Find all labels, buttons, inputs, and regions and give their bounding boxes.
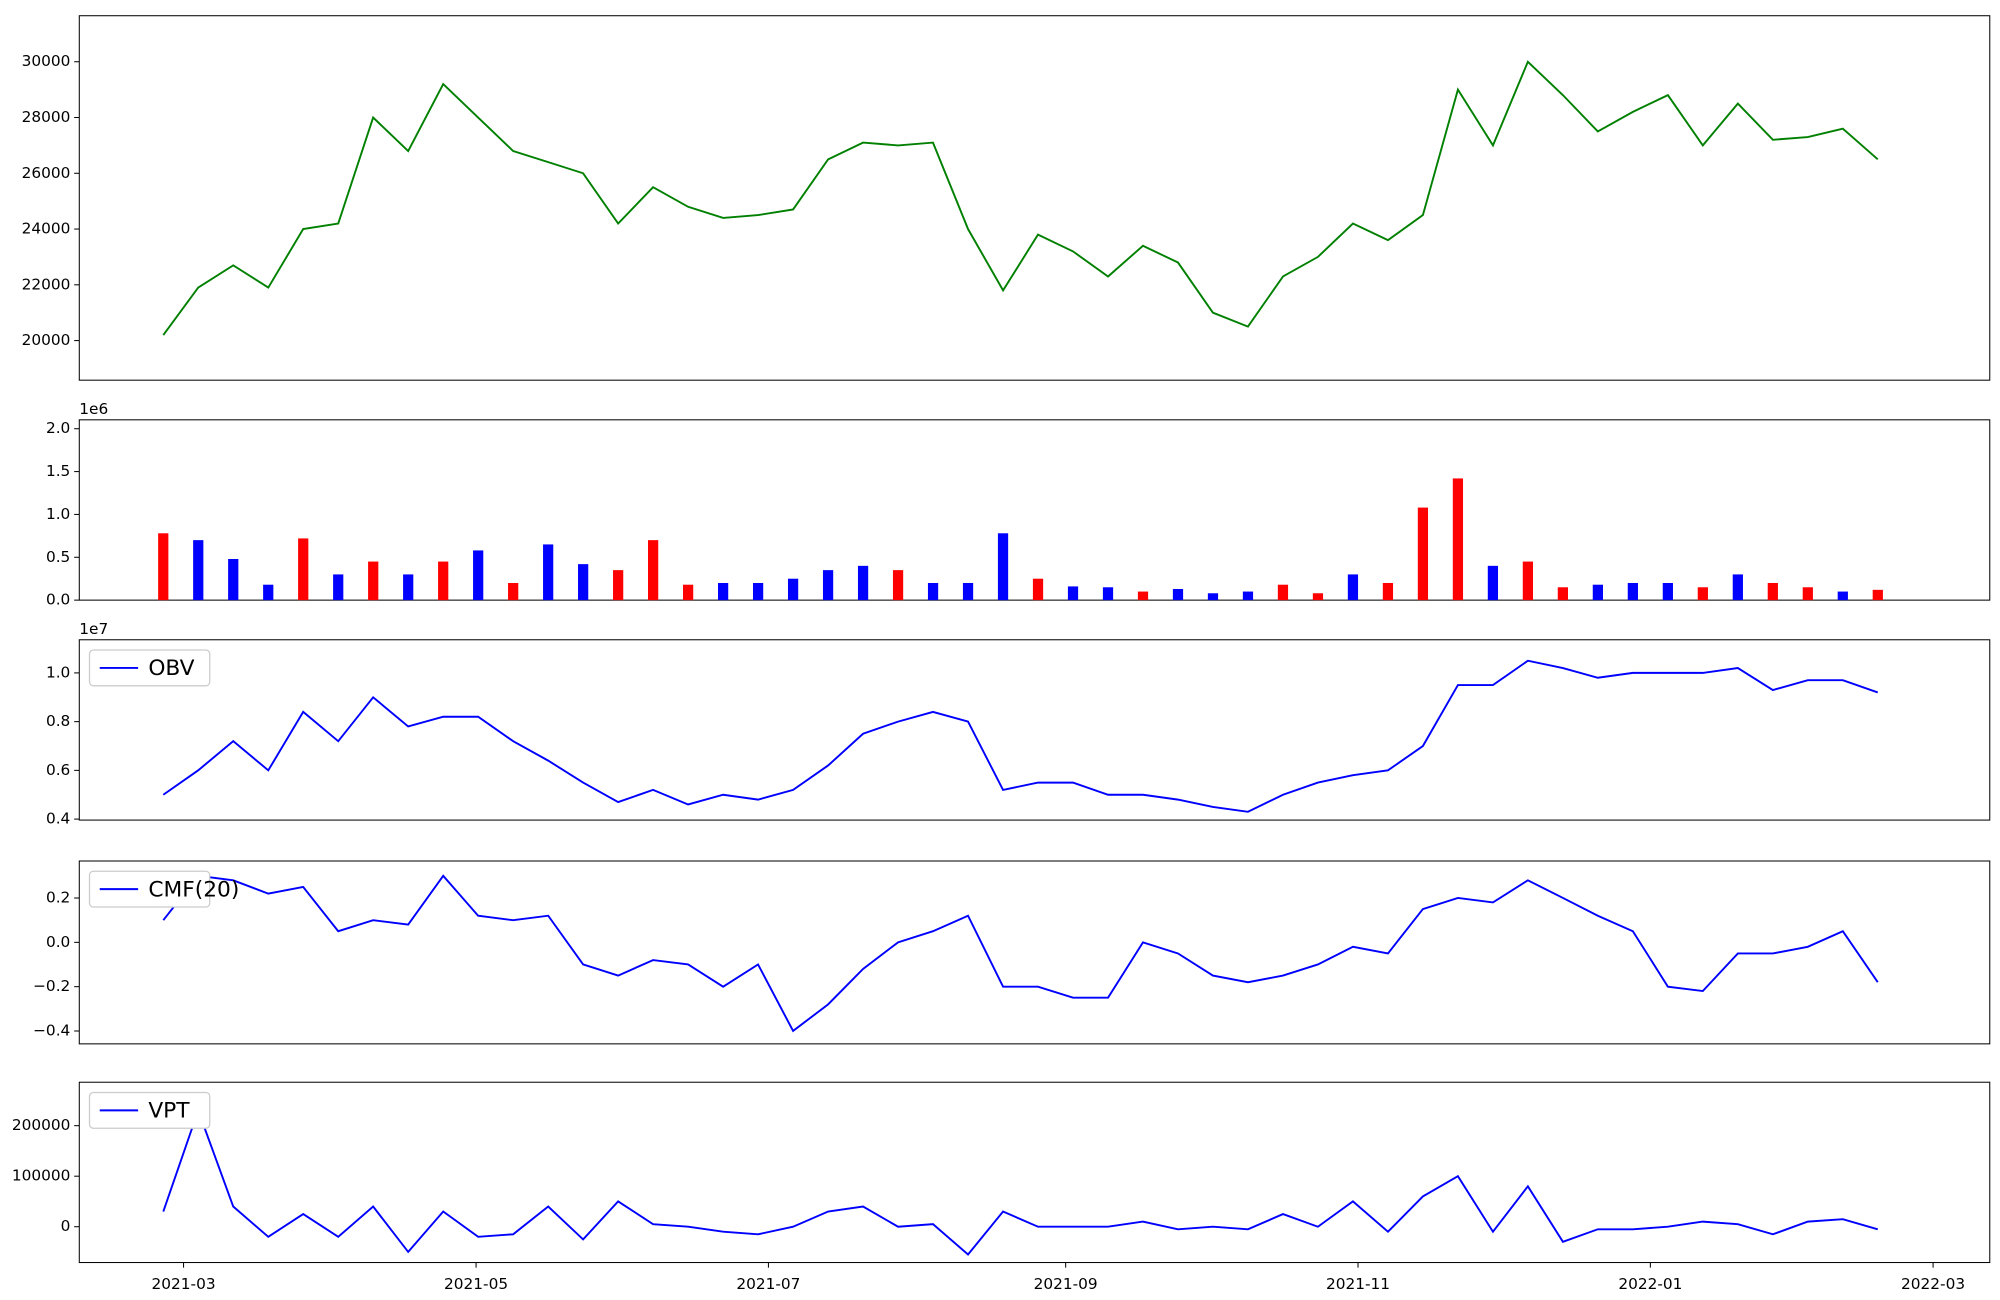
volume-bar — [578, 564, 589, 601]
y-tick-label: 28000 — [22, 108, 71, 126]
volume-bar — [438, 561, 449, 601]
volume-bar — [1102, 587, 1114, 601]
volume-bar — [1872, 589, 1883, 601]
y-tick-label: 200000 — [12, 1116, 71, 1134]
y-tick-label: 0.6 — [46, 761, 70, 779]
axes-frame — [78, 639, 1991, 821]
volume-bar — [1837, 591, 1848, 601]
axes-frame — [78, 15, 1991, 381]
y-tick-label: 24000 — [22, 220, 71, 238]
volume-bar — [1557, 587, 1568, 601]
legend-box — [88, 870, 211, 908]
volume-bar — [1067, 586, 1079, 601]
y-tick-label: 1.5 — [46, 462, 70, 480]
volume-bar — [1312, 593, 1324, 601]
y-tick-label: 0.2 — [46, 889, 70, 907]
volume-bar — [927, 582, 939, 601]
legend-label: OBV — [148, 656, 194, 681]
y-tick-label: 0.5 — [46, 548, 70, 566]
volume-bar — [1032, 578, 1044, 601]
axes-frame — [78, 419, 1991, 601]
volume-bar — [333, 574, 344, 601]
volume-bar — [1592, 584, 1603, 601]
volume-bar — [473, 550, 484, 601]
line-series — [162, 659, 1879, 813]
y-tick-label: 1.0 — [46, 663, 70, 681]
volume-bar — [158, 533, 169, 601]
volume-bar — [368, 561, 379, 601]
y-tick-label: 30000 — [22, 52, 71, 70]
volume-bar — [1417, 507, 1429, 601]
volume-bar — [1662, 582, 1673, 601]
line-series — [162, 1107, 1879, 1256]
volume-bar — [1452, 478, 1464, 601]
volume-bar — [1207, 593, 1219, 601]
volume-bar — [1802, 587, 1813, 601]
y-tick-label: 1.0 — [46, 505, 70, 523]
offset-label: 1e6 — [79, 400, 108, 418]
x-tick-label: 2021-11 — [1326, 1275, 1390, 1293]
y-tick-label: 100000 — [12, 1167, 71, 1185]
volume-bar — [403, 574, 414, 601]
volume-bar — [1382, 582, 1394, 601]
y-tick-label: 26000 — [22, 164, 71, 182]
legend-label: VPT — [148, 1099, 190, 1124]
volume-bar — [822, 570, 834, 601]
volume-bar — [1172, 588, 1184, 601]
x-tick-label: 2021-05 — [444, 1275, 508, 1293]
volume-bar — [892, 570, 904, 601]
volume-bar — [1487, 565, 1499, 601]
axes-frame — [78, 1081, 1991, 1264]
line-series — [162, 60, 1879, 336]
volume-bar — [648, 540, 659, 601]
volume-bar — [508, 582, 519, 601]
line-series — [162, 874, 1879, 1033]
legend-box — [88, 1091, 211, 1129]
volume-bar — [193, 540, 204, 601]
y-tick-label: −0.4 — [33, 1022, 70, 1040]
volume-bar — [228, 558, 239, 601]
volume-bar — [962, 582, 974, 601]
volume-bar — [1347, 574, 1359, 601]
legend-box — [88, 649, 211, 687]
x-tick-label: 2021-09 — [1034, 1275, 1098, 1293]
volume-bar — [1697, 587, 1708, 601]
volume-bar — [997, 533, 1009, 601]
y-tick-label: 20000 — [22, 331, 71, 349]
volume-bar — [857, 565, 869, 601]
volume-bar — [1522, 561, 1534, 601]
volume-bar — [1242, 591, 1254, 601]
x-tick-label: 2022-01 — [1618, 1275, 1682, 1293]
y-tick-label: 0.8 — [46, 712, 70, 730]
volume-bar — [543, 544, 554, 601]
volume-bar — [1277, 584, 1289, 601]
volume-bar — [1767, 582, 1778, 601]
volume-bar — [1137, 591, 1149, 601]
volume-bar — [298, 538, 309, 601]
volume-bar — [613, 570, 624, 601]
volume-bar — [1627, 582, 1638, 601]
x-tick-label: 2021-07 — [736, 1275, 800, 1293]
volume-bar — [787, 578, 799, 601]
x-tick-label: 2022-03 — [1901, 1275, 1965, 1293]
volume-bar — [683, 584, 694, 601]
y-tick-label: 22000 — [22, 275, 71, 293]
axes-frame — [78, 860, 1991, 1045]
y-tick-label: 2.0 — [46, 419, 70, 437]
x-tick-label: 2021-03 — [152, 1275, 216, 1293]
y-tick-label: 0.4 — [46, 810, 70, 828]
y-tick-label: 0 — [61, 1217, 71, 1235]
volume-bar — [263, 584, 274, 601]
volume-bar — [1732, 574, 1743, 601]
offset-label: 1e7 — [79, 620, 108, 638]
y-tick-label: 0.0 — [46, 591, 70, 609]
y-tick-label: 0.0 — [46, 933, 70, 951]
volume-bar — [752, 582, 764, 601]
y-tick-label: −0.2 — [33, 977, 70, 995]
volume-bar — [717, 582, 729, 601]
legend-label: CMF(20) — [148, 877, 239, 902]
